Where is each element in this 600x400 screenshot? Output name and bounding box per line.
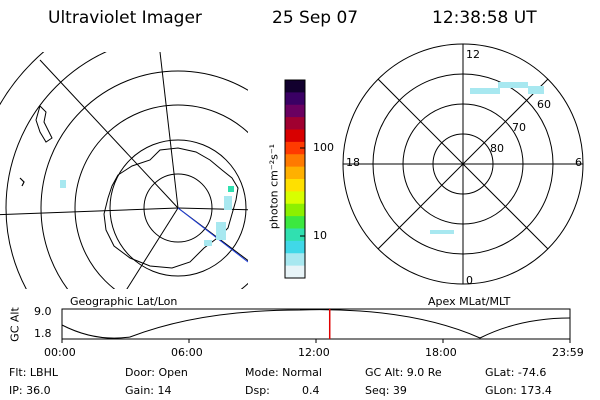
time-label: 12:38:58 UT (432, 8, 537, 28)
strip-ylabel: GC Alt (8, 307, 22, 342)
altitude-curve (61, 309, 571, 339)
antarctica-coastline (103, 147, 239, 269)
colorbar-band (285, 117, 305, 131)
strip-xtick-1800: 18:00 (425, 346, 457, 359)
geo-lat-circle (143, 173, 213, 243)
aurora-pixels-polar (430, 82, 544, 234)
colorbar-tick-10: 10 (313, 229, 327, 242)
info-dsp-label: Dsp: (245, 384, 270, 397)
mlt-label-right: 6 (575, 156, 582, 169)
colorbar-band (285, 92, 305, 106)
strip-xtick-0000: 00:00 (44, 346, 76, 359)
mlat-label-60: 60 (537, 98, 551, 111)
aurora-pixels-geo (60, 180, 234, 246)
colorbar-band (285, 141, 305, 155)
colorbar-band (285, 104, 305, 118)
mlt-label-left: 18 (346, 156, 360, 169)
colorbar-band (285, 240, 305, 254)
instrument-title: Ultraviolet Imager (48, 8, 202, 28)
colorbar-unit-label: photon cm⁻²s⁻¹ (267, 143, 281, 230)
strip-xtick-1200: 12:00 (298, 346, 330, 359)
colorbar-band (285, 203, 305, 217)
mlt-label-top: 12 (466, 48, 480, 61)
geo-lat-circle (109, 139, 247, 277)
mlat-label-70: 70 (512, 121, 526, 134)
colorbar-band (285, 166, 305, 180)
colorbar-band (285, 154, 305, 168)
info-dsp-value: 0.4 (302, 384, 320, 397)
info-door: Door: Open (125, 366, 188, 379)
info-seq: Seq: 39 (365, 384, 407, 397)
mlat-label-80: 80 (490, 142, 504, 155)
geo-lat-circle (0, 52, 45, 106)
geo-lat-circle (74, 104, 248, 289)
strip-xtick-2359: 23:59 (552, 346, 584, 359)
date-label: 25 Sep 07 (272, 8, 359, 28)
colorbar-tick-100: 100 (313, 141, 334, 154)
geo-lat-circle (5, 52, 107, 289)
colorbar-band (285, 179, 305, 192)
geo-panel-caption: Geographic Lat/Lon (70, 295, 178, 308)
colorbar-band (285, 191, 305, 205)
polar-panel-caption: Apex MLat/MLT (428, 295, 511, 308)
info-glon: GLon: 173.4 (485, 384, 552, 397)
strip-ytick-bottom: 1.8 (34, 327, 52, 340)
colorbar-band (285, 80, 305, 93)
strip-xtick-0600: 06:00 (171, 346, 203, 359)
info-mode: Mode: Normal (245, 366, 322, 379)
colorbar-band (285, 129, 305, 143)
info-filter: Flt: LBHL (9, 366, 58, 379)
colorbar-band (285, 228, 305, 242)
satellite-track-line (177, 207, 248, 263)
info-gc-alt: GC Alt: 9.0 Re (365, 366, 442, 379)
info-ip: IP: 36.0 (9, 384, 51, 397)
colorbar-band (285, 265, 305, 279)
mlt-label-bottom: 0 (466, 274, 473, 287)
colorbar-band (285, 253, 305, 267)
info-gain: Gain: 14 (125, 384, 172, 397)
strip-ytick-top: 9.0 (34, 305, 52, 318)
new-zealand-coastline (35, 105, 53, 143)
colorbar-band (285, 216, 305, 230)
info-glat: GLat: -74.6 (485, 366, 547, 379)
